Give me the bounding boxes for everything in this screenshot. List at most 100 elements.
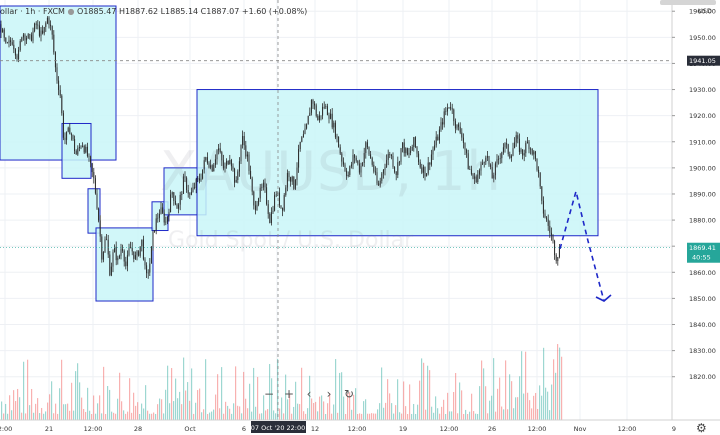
volume-bar [261,413,263,420]
time-tick-label: 28 [134,425,142,433]
candle-body [205,157,207,161]
volume-bar [39,413,41,420]
volume-bar [279,408,281,420]
candle-body [459,126,461,133]
candle-body [469,169,471,170]
settings-gear-icon[interactable]: ⚙ [696,421,707,435]
volume-bar [535,392,537,420]
projection-dashed-line[interactable] [559,188,605,302]
volume-bar [149,413,151,420]
volume-bar [177,398,179,420]
volume-bar [21,412,23,420]
candle-body [464,142,466,150]
candle-body [190,191,192,195]
time-tick-label: 26 [488,425,496,433]
volume-bar [387,379,389,420]
volume-bar [501,406,503,420]
volume-bar [281,397,283,420]
candle-body [174,200,176,205]
volume-bar [215,394,217,420]
candle-body [114,246,116,253]
volume-bar [317,411,319,420]
volume-bar [301,367,303,420]
candle-body [349,166,351,175]
candle-body [14,49,16,56]
candle-body [458,124,460,127]
candle-body [338,136,340,148]
candle-body [498,158,500,160]
candle-body [323,106,325,108]
candle-body [272,210,274,213]
volume-bar [45,411,47,420]
time-axis[interactable]: 2:00 21 12:00 28 Oct 6 12:00 12 12:00 19 12:00 26 12… [0,419,720,435]
candle-body [322,106,324,116]
zone-rectangle-1[interactable] [0,5,117,161]
volume-bar [273,410,275,420]
zoom-out-button[interactable]: − [263,387,275,401]
candle-body [83,145,85,153]
candle-body [403,142,405,154]
candle-body [142,239,144,260]
volume-bar [257,377,259,420]
volume-bar [57,413,59,420]
candle-body [534,151,536,159]
candle-body [154,230,156,232]
candle-body [326,106,328,116]
candle-body [418,153,420,163]
candle-body [482,162,484,165]
candle-body [304,128,306,135]
candle-body [299,141,301,150]
candle-body [400,148,402,162]
volume-bar [333,404,335,420]
candle-body [325,106,327,108]
volume-bar [295,381,297,420]
time-tick-label: Oct [184,425,196,433]
volume-bar [293,406,295,420]
candle-body [198,178,200,181]
candle-body [466,149,468,154]
time-tick-label: 21 [45,425,53,433]
candle-body [98,208,100,221]
candle-body [290,177,292,182]
zoom-in-button[interactable]: + [283,387,295,401]
candle-body [104,239,106,252]
candle-body [256,204,258,211]
candle-body [240,144,242,162]
scroll-left-button[interactable]: ‹ [306,387,312,401]
volume-bar [547,391,549,420]
volume-bar [127,411,129,420]
price-tick-label: 1840.00 [689,321,716,329]
candle-body [528,141,530,150]
volume-bar [513,408,515,420]
candle-body [72,135,74,140]
scroll-right-button[interactable]: › [326,387,332,401]
volume-bar [487,413,489,420]
candle-body [395,171,397,175]
candle-body [312,99,314,104]
candle-body [234,168,236,183]
volume-bar [77,363,79,420]
candle-body [523,153,525,156]
candle-body [333,122,335,128]
top-scroll-handle[interactable] [660,0,716,5]
watermark-symbol: XAUUSD, 1h [160,140,502,203]
volume-bar [447,392,449,420]
candle-body [426,173,428,177]
volume-bar [135,405,137,420]
volume-bar [499,377,501,420]
reset-chart-button[interactable]: ↻ [343,387,355,401]
candle-body [336,136,338,138]
price-axis[interactable]: USD 1820.00 1830.00 1840.00 1850.00 1860.00 18… [671,0,720,420]
volume-bar [7,413,9,420]
volume-bar [511,381,513,420]
candle-body [491,167,493,179]
volume-bar [209,412,211,420]
projection-arrow[interactable] [559,188,612,302]
candle-body [206,157,208,164]
candle-body [42,30,44,34]
volume-bar [251,411,253,420]
candle-body [544,213,546,218]
volume-bar [493,358,495,420]
candle-body [34,23,36,32]
